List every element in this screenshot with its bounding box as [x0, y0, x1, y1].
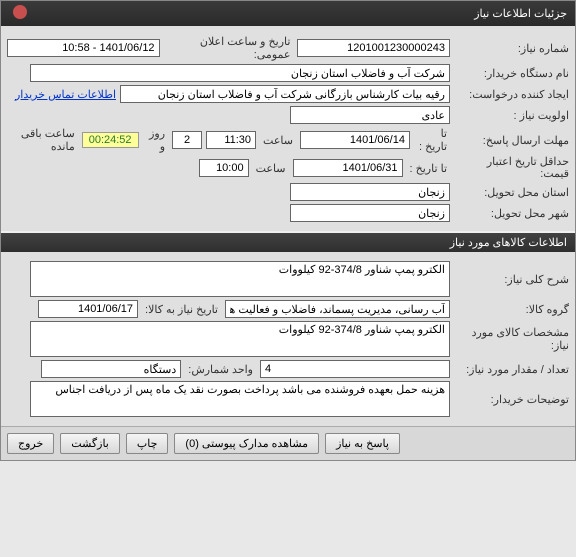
overall-desc-field[interactable]: [30, 261, 450, 297]
main-window: جزئیات اطلاعات نیاز شماره نیاز: تاریخ و …: [0, 0, 576, 461]
req-no-field[interactable]: [297, 39, 450, 57]
group-label: گروه کالا:: [454, 303, 569, 316]
deadline-days-label: روز و: [143, 127, 168, 153]
deadline-time-field[interactable]: [206, 131, 256, 149]
buyer-note-label: توضیحات خریدار:: [454, 393, 569, 406]
deadline-days-field[interactable]: [172, 131, 202, 149]
priority-field[interactable]: [290, 106, 450, 124]
buyer-label: نام دستگاه خریدار:: [454, 67, 569, 80]
titlebar: جزئیات اطلاعات نیاز: [1, 1, 575, 26]
requester-field[interactable]: [120, 85, 450, 103]
back-button[interactable]: بازگشت: [60, 433, 120, 454]
qty-label: تعداد / مقدار مورد نیاز:: [454, 363, 569, 376]
overall-desc-label: شرح کلی نیاز:: [454, 273, 569, 286]
validity-time-label: ساعت: [253, 162, 289, 175]
requester-label: ایجاد کننده درخواست:: [454, 88, 569, 101]
group-field[interactable]: [225, 300, 450, 318]
need-date-label: تاریخ نیاز به کالا:: [142, 303, 221, 316]
attachments-button[interactable]: مشاهده مدارک پیوستی (0): [174, 433, 319, 454]
city-field[interactable]: [290, 204, 450, 222]
unit-field[interactable]: [41, 360, 181, 378]
need-info-section: شماره نیاز: تاریخ و ساعت اعلان عمومی: نا…: [1, 26, 575, 231]
close-icon[interactable]: [9, 5, 31, 22]
announce-field[interactable]: [7, 39, 160, 57]
validity-time-field[interactable]: [199, 159, 249, 177]
validity-date-field[interactable]: [293, 159, 403, 177]
priority-label: اولویت نیاز :: [454, 109, 569, 122]
countdown-timer: 00:24:52: [82, 132, 139, 148]
buyer-note-field[interactable]: [30, 381, 450, 417]
deadline-label: مهلت ارسال پاسخ:: [454, 134, 569, 147]
need-date-field[interactable]: [38, 300, 138, 318]
print-button[interactable]: چاپ: [126, 433, 169, 454]
prov-field[interactable]: [290, 183, 450, 201]
buyer-field[interactable]: [30, 64, 450, 82]
deadline-date-field[interactable]: [300, 131, 410, 149]
goods-header: اطلاعات کالاهای مورد نیاز: [1, 233, 575, 252]
req-no-label: شماره نیاز:: [454, 42, 569, 55]
prov-label: استان محل تحویل:: [454, 186, 569, 199]
deadline-time-label: ساعت: [260, 134, 296, 147]
exit-button[interactable]: خروج: [7, 433, 54, 454]
unit-label: واحد شمارش:: [185, 363, 256, 376]
city-label: شهر محل تحویل:: [454, 207, 569, 220]
remain-label: ساعت باقی مانده: [7, 127, 78, 153]
contact-link[interactable]: اطلاعات تماس خریدار: [15, 88, 116, 101]
window-title: جزئیات اطلاعات نیاز: [474, 7, 567, 20]
spec-label: مشخصات کالای مورد نیاز:: [454, 326, 569, 352]
spec-field[interactable]: [30, 321, 450, 357]
validity-label: حداقل تاریخ اعتبار قیمت:: [454, 156, 569, 180]
validity-to-label: تا تاریخ :: [407, 162, 450, 175]
goods-section: شرح کلی نیاز: گروه کالا: تاریخ نیاز به ک…: [1, 252, 575, 426]
respond-button[interactable]: پاسخ به نیاز: [325, 433, 400, 454]
deadline-to-label: تا تاریخ :: [414, 127, 450, 153]
footer-toolbar: پاسخ به نیاز مشاهده مدارک پیوستی (0) چاپ…: [1, 426, 575, 460]
qty-field[interactable]: [260, 360, 450, 378]
announce-label: تاریخ و ساعت اعلان عمومی:: [164, 35, 294, 61]
